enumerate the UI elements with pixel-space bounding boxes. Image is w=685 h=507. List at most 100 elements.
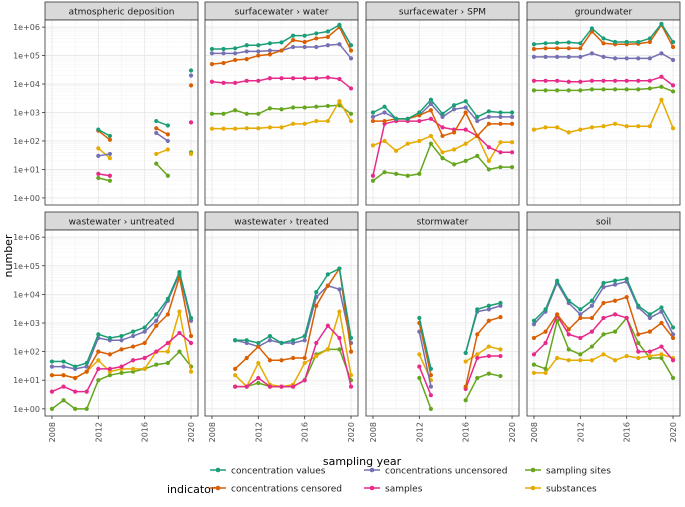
series-segment — [120, 359, 134, 368]
data-point — [601, 280, 606, 286]
data-point — [49, 359, 55, 364]
data-point — [566, 88, 571, 93]
y-tick-label: 1e+06 — [13, 23, 40, 32]
series-segment — [178, 276, 192, 337]
data-point — [670, 44, 676, 50]
data-point — [142, 340, 147, 346]
data-point — [279, 76, 284, 81]
facet-title: wastewater › untreated — [69, 218, 175, 228]
series-segment — [178, 310, 192, 373]
data-point — [348, 56, 354, 61]
data-point — [256, 375, 261, 381]
data-point — [107, 151, 113, 157]
series-ss — [417, 371, 503, 411]
series-segment — [245, 377, 260, 388]
data-point — [209, 126, 215, 131]
data-point — [486, 158, 491, 163]
data-point — [233, 366, 238, 371]
data-point — [498, 114, 503, 120]
series-segment — [660, 357, 674, 379]
data-point — [302, 355, 307, 361]
series-segment — [327, 325, 341, 339]
data-point — [244, 355, 249, 361]
series-segment — [85, 337, 100, 368]
x-tick-label: 2016 — [623, 422, 632, 442]
data-point — [428, 366, 434, 371]
data-point — [509, 140, 515, 145]
series-segment — [155, 342, 169, 353]
data-point — [142, 366, 147, 371]
series-segment — [155, 298, 169, 316]
data-point — [531, 127, 537, 132]
series-segment — [62, 399, 76, 410]
data-point — [61, 384, 66, 389]
panel-6: wastewater › treated 2008 2012 2016 2020 — [204, 211, 359, 442]
data-point — [428, 141, 434, 146]
data-point — [566, 358, 571, 363]
data-point — [348, 335, 354, 341]
facet-title: atmospheric deposition — [69, 8, 175, 18]
data-point — [636, 303, 641, 308]
data-point — [154, 318, 159, 323]
series-segment — [292, 362, 306, 386]
panel-border — [204, 19, 359, 206]
series-segment — [476, 319, 490, 336]
series-segment — [85, 379, 100, 410]
data-point — [188, 68, 194, 73]
data-point — [531, 54, 537, 59]
data-point — [244, 126, 249, 131]
series-segment — [338, 24, 352, 47]
data-point — [531, 78, 537, 83]
series-segment — [97, 147, 111, 159]
data-point — [221, 60, 226, 66]
series-segment — [418, 330, 432, 388]
series-segment — [327, 26, 341, 38]
data-point — [302, 76, 307, 81]
series-segment — [178, 271, 192, 319]
data-point — [244, 49, 249, 54]
data-point — [165, 132, 170, 137]
data-point — [636, 124, 641, 129]
data-point — [382, 138, 387, 144]
data-point — [486, 114, 491, 120]
data-point — [417, 171, 422, 176]
series-segment — [430, 109, 444, 137]
series-segment — [579, 345, 593, 356]
legend-label: samples — [385, 485, 423, 495]
data-point — [142, 355, 147, 361]
series-segment — [383, 105, 397, 120]
facet-title: soil — [596, 218, 611, 228]
series-segment — [660, 76, 674, 87]
series-segment — [430, 135, 444, 154]
data-point — [601, 41, 606, 46]
data-point — [267, 384, 273, 389]
data-point — [428, 393, 434, 398]
data-point — [337, 335, 342, 341]
data-point — [221, 51, 226, 56]
data-point — [428, 97, 434, 102]
data-point — [382, 170, 387, 175]
data-point — [49, 389, 55, 394]
series-segment — [591, 353, 605, 361]
data-point — [647, 56, 652, 61]
legend-label: substances — [546, 485, 597, 495]
data-point — [130, 358, 136, 363]
series-segment — [464, 377, 479, 401]
y-tick-label: 1e+05 — [13, 52, 40, 61]
data-point — [475, 355, 480, 361]
data-point — [267, 358, 273, 363]
data-point — [154, 126, 159, 131]
series-segment — [327, 267, 341, 287]
data-point — [337, 22, 342, 27]
data-point — [531, 46, 537, 52]
data-point — [221, 80, 226, 85]
series-segment — [579, 299, 593, 311]
data-point — [154, 323, 159, 328]
data-point — [612, 39, 618, 45]
series-segment — [649, 306, 663, 316]
data-point — [486, 371, 491, 376]
data-point — [348, 349, 354, 354]
data-point — [165, 340, 170, 346]
data-point — [302, 360, 307, 366]
data-point — [659, 320, 664, 326]
